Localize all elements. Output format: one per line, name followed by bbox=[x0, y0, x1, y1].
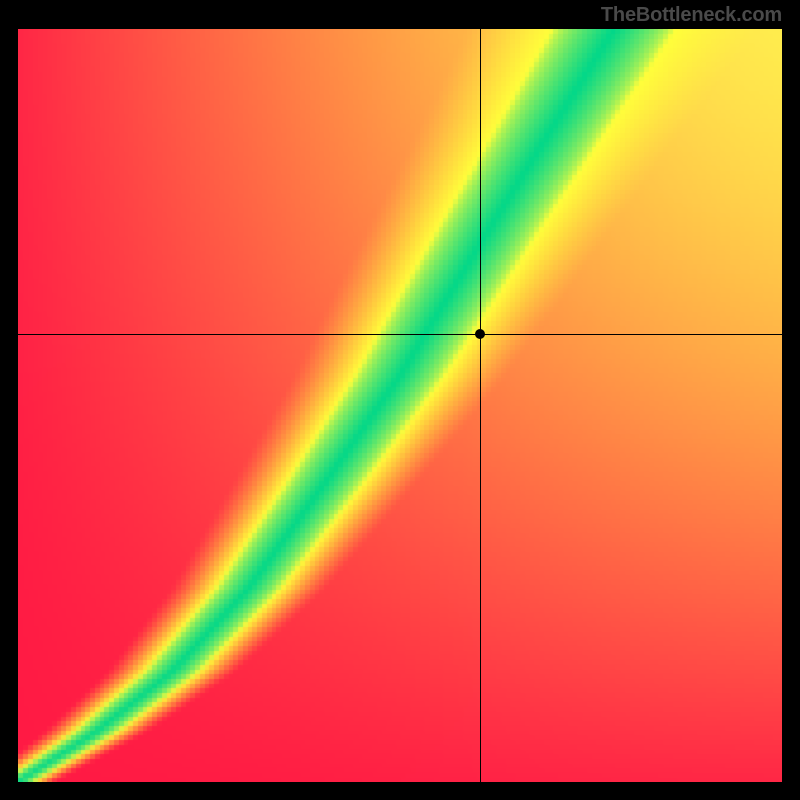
watermark-text: TheBottleneck.com bbox=[601, 4, 782, 27]
crosshair-marker bbox=[475, 329, 485, 339]
figure-container: TheBottleneck.com bbox=[0, 0, 800, 800]
crosshair-vertical bbox=[480, 29, 481, 782]
heatmap-canvas bbox=[18, 29, 782, 782]
crosshair-horizontal bbox=[18, 334, 782, 335]
plot-area bbox=[18, 29, 782, 782]
